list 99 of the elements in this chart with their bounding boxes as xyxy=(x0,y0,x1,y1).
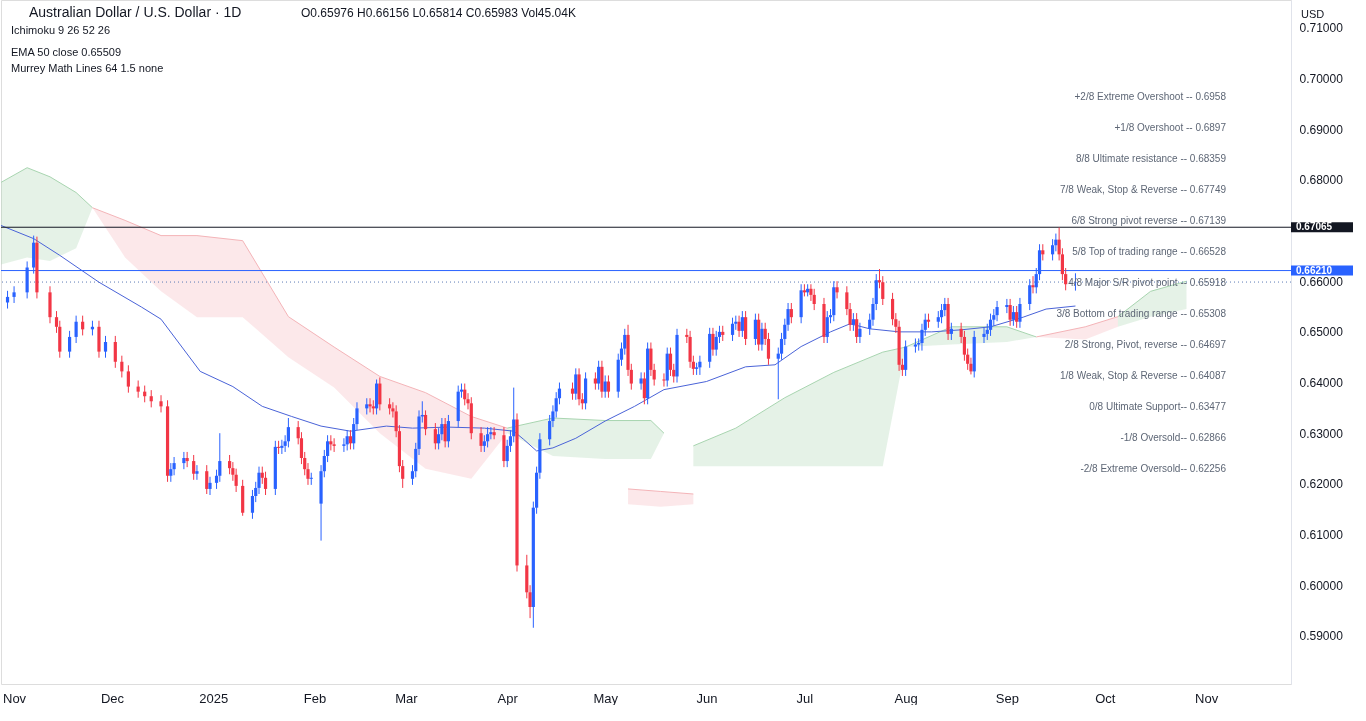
candlestick xyxy=(433,422,437,450)
candlestick xyxy=(789,302,793,324)
candlestick xyxy=(332,437,336,453)
line-series xyxy=(91,207,508,429)
candlestick xyxy=(280,439,284,455)
annotation: -2/8 Extreme Oversold-- 0.62256 xyxy=(1080,463,1227,474)
candlestick xyxy=(195,464,199,481)
x-tick-label: Apr xyxy=(497,690,519,706)
x-tick-label: Feb xyxy=(303,690,327,706)
annotation: EMA 50 close 0.65509 xyxy=(11,46,122,58)
candlestick xyxy=(345,429,349,451)
candlestick xyxy=(492,426,496,440)
y-tick-label: 0.63000 xyxy=(1299,426,1344,441)
annotation: +1/8 Overshoot -- 0.6897 xyxy=(1114,122,1227,133)
candlestick xyxy=(1031,275,1035,294)
y-tick-label: 0.71000 xyxy=(1299,21,1344,36)
candlestick xyxy=(159,394,163,413)
x-tick-label: Aug xyxy=(894,690,918,706)
candlestick xyxy=(982,327,986,344)
candlestick xyxy=(988,313,993,337)
candlestick xyxy=(286,417,290,448)
candlestick xyxy=(1018,297,1022,329)
text: USD xyxy=(1301,8,1325,20)
candlestick xyxy=(205,464,209,495)
annotation: Ichimoku 9 26 52 26 xyxy=(11,24,111,36)
annotation: 1/8 Weak, Stop & Reverse -- 0.64087 xyxy=(1059,370,1227,381)
candlestick xyxy=(812,288,816,311)
x-tick-label: May xyxy=(593,690,619,706)
candlestick xyxy=(1008,298,1012,327)
x-tick-label: Jul xyxy=(796,690,814,706)
candlestick xyxy=(913,337,918,354)
annotation: 6/8 Strong pivot reverse -- 0.67139 xyxy=(1071,215,1227,226)
y-tick-label: 0.69000 xyxy=(1299,122,1344,137)
y-tick-label: 0.62000 xyxy=(1299,477,1344,492)
candlestick xyxy=(662,372,666,388)
x-tick-label: Sep xyxy=(995,690,1019,706)
x-tick-label: Oct xyxy=(1095,690,1116,706)
annotation: 5/8 Top of trading range -- 0.66528 xyxy=(1072,246,1227,257)
annotation: -1/8 Oversold-- 0.62866 xyxy=(1120,432,1227,443)
candlestick xyxy=(443,417,447,448)
y-tick-label: 0.61000 xyxy=(1299,528,1344,543)
annotation: 8/8 Ultimate resistance -- 0.68359 xyxy=(1075,153,1227,164)
y-tick-label: 0.60000 xyxy=(1299,578,1344,593)
candlestick xyxy=(760,322,764,352)
line-series xyxy=(0,167,93,209)
annotation: 7/8 Weak, Stop & Reverse -- 0.67749 xyxy=(1059,184,1227,195)
candlestick xyxy=(309,472,313,486)
candlestick xyxy=(753,313,758,346)
annotation: 2/8 Strong, Pivot, reverse -- 0.64697 xyxy=(1064,339,1227,350)
candlestick xyxy=(486,426,490,448)
candlestick xyxy=(995,300,999,322)
y-tick-label: 0.70000 xyxy=(1299,72,1344,87)
text: O0.65976 H0.66156 L0.65814 C0.65983 Vol45.04K xyxy=(301,6,576,20)
x-tick-label: Dec xyxy=(100,690,125,706)
annotation: Murrey Math Lines 64 1.5 none xyxy=(11,62,164,74)
candlestick xyxy=(649,342,653,377)
candlestick xyxy=(1015,305,1019,329)
chart-title: Australian Dollar / U.S. Dollar · 1D xyxy=(29,4,242,20)
candlestick xyxy=(858,322,862,344)
candlestick xyxy=(446,414,451,448)
candlestick xyxy=(639,371,643,391)
y-tick-label: 0.64000 xyxy=(1299,376,1344,391)
x-tick-label: 2025 xyxy=(199,690,229,706)
y-tick-label: 0.59000 xyxy=(1299,629,1344,644)
x-tick-label: Mar xyxy=(395,690,419,706)
candlestick xyxy=(1050,238,1055,261)
candlestick xyxy=(835,280,839,299)
x-tick-label: Nov xyxy=(1195,690,1219,706)
candlestick xyxy=(904,339,908,377)
candlestick xyxy=(423,409,428,436)
candlestick xyxy=(714,330,718,357)
y-tick-label: 0.68000 xyxy=(1299,173,1344,188)
annotation: +2/8 Extreme Overshoot -- 0.6958 xyxy=(1074,91,1227,102)
candlestick xyxy=(12,285,16,304)
candlestick xyxy=(263,471,268,496)
y-tick-label: 0.66000 xyxy=(1299,274,1344,289)
candlestick xyxy=(597,360,601,391)
ref-line-label: 0.66210 xyxy=(1296,264,1333,276)
candlestick xyxy=(744,310,748,346)
ref-line-label: 0.67065 xyxy=(1296,221,1333,233)
candlestick xyxy=(378,376,382,411)
candlestick xyxy=(1028,278,1032,311)
x-tick-label: Jun xyxy=(696,690,718,706)
candlestick xyxy=(192,454,196,481)
candlestick xyxy=(1011,305,1016,327)
candlestick xyxy=(67,330,72,359)
candlestick xyxy=(126,364,130,394)
candlestick xyxy=(113,335,117,369)
y-tick-label: 0.65000 xyxy=(1299,325,1344,340)
candlestick xyxy=(208,476,212,496)
candlestick xyxy=(606,374,611,399)
candlestick xyxy=(74,315,78,344)
candlestick xyxy=(103,335,108,359)
candlestick xyxy=(740,310,744,338)
candlestick xyxy=(855,312,859,344)
annotation: 0/8 Ultimate Support-- 0.63477 xyxy=(1089,401,1227,412)
annotation: 3/8 Bottom of trading range -- 0.65308 xyxy=(1056,308,1227,319)
x-tick-label: Nov xyxy=(3,690,27,706)
candlestick xyxy=(1005,298,1009,314)
